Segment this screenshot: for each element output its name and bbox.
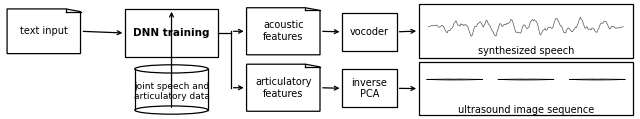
Polygon shape	[498, 79, 554, 80]
Bar	[419, 4, 633, 58]
Ellipse shape	[135, 65, 208, 73]
Polygon shape	[506, 79, 546, 80]
Bar	[342, 69, 397, 107]
Polygon shape	[426, 79, 483, 80]
Bar	[342, 13, 397, 51]
Text: vocoder: vocoder	[350, 27, 389, 37]
Text: ultrasound image sequence: ultrasound image sequence	[458, 105, 594, 115]
Ellipse shape	[135, 106, 208, 114]
Polygon shape	[435, 79, 474, 80]
Text: joint speech and
articulatory data: joint speech and articulatory data	[134, 82, 209, 101]
Text: text input: text input	[20, 26, 68, 36]
Bar	[419, 62, 633, 115]
Polygon shape	[246, 8, 320, 55]
Text: acoustic
features: acoustic features	[263, 20, 303, 42]
Text: DNN training: DNN training	[133, 28, 210, 38]
Polygon shape	[577, 79, 617, 80]
Polygon shape	[246, 64, 320, 111]
Bar	[125, 9, 218, 57]
Text: synthesized speech: synthesized speech	[478, 46, 574, 56]
Text: articulatory
features: articulatory features	[255, 77, 312, 99]
Polygon shape	[7, 9, 81, 54]
Bar	[135, 69, 208, 110]
Text: inverse
PCA: inverse PCA	[351, 77, 387, 99]
Polygon shape	[569, 79, 625, 80]
